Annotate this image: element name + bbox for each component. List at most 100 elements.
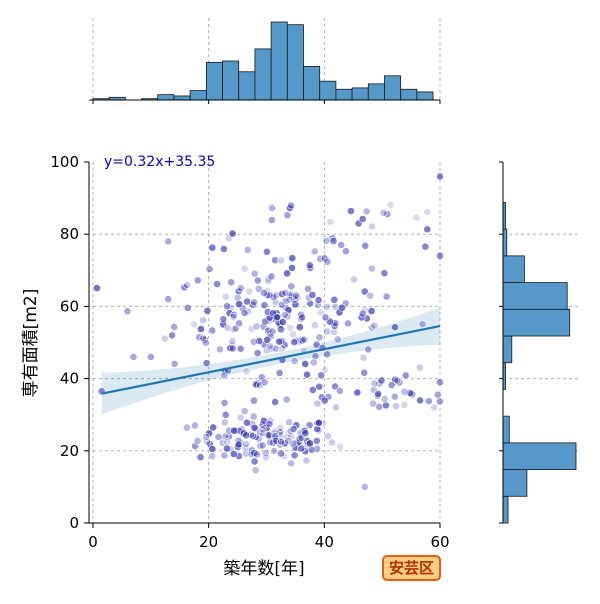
scatter-point [323, 432, 332, 441]
right-hist-bar [502, 228, 508, 257]
scatter-point [267, 344, 276, 353]
scatter-point [412, 213, 421, 222]
scatter-point [379, 208, 388, 217]
top-hist-bar [303, 65, 321, 101]
scatter-point [264, 276, 273, 285]
scatter-point [223, 438, 232, 446]
scatter-point [297, 314, 306, 323]
scatter-point [260, 289, 268, 297]
x-tick-label: 40 [315, 533, 334, 551]
top-hist-bar [400, 88, 418, 101]
top-hist-bar [205, 61, 223, 101]
top-hist-bar [351, 87, 369, 101]
scatter-point [254, 284, 263, 293]
regression-equation-label: y=0.32x+35.35 [104, 154, 215, 170]
scatter-point [290, 357, 299, 365]
scatter-point [290, 338, 299, 347]
scatter-point [277, 256, 286, 265]
scatter-point [242, 367, 251, 376]
scatter-point [242, 440, 251, 449]
scatter-point [335, 387, 344, 395]
scatter-point [415, 363, 424, 372]
scatter-point [123, 307, 132, 316]
regression-band [101, 307, 441, 415]
scatter-point [164, 295, 173, 304]
scatter-point [289, 425, 298, 433]
regression-line-group [101, 324, 441, 395]
scatter-point [353, 388, 362, 397]
scatter-point [262, 453, 270, 462]
scatter-point [331, 382, 340, 391]
scatter-point [433, 390, 442, 399]
scatter-point [321, 313, 330, 322]
scatter-point [257, 373, 266, 382]
scatter-point [170, 360, 179, 368]
scatter-point [263, 335, 272, 344]
top-hist-bar [384, 75, 402, 101]
area-label-badge: 安芸区 [382, 555, 442, 581]
scatter-point [370, 379, 379, 388]
scatter-point [285, 418, 294, 427]
scatter-point [386, 200, 395, 209]
scatter-point [164, 237, 173, 246]
scatter-point [358, 309, 367, 318]
scatter-point [205, 265, 214, 273]
scatter-point [228, 337, 237, 346]
scatter-point [375, 402, 384, 411]
scatter-point [242, 449, 250, 458]
top-hist-bar [222, 60, 240, 101]
scatter-point [301, 360, 310, 368]
scatter-point [382, 292, 391, 301]
scatter-point [221, 410, 230, 419]
regression-line [101, 324, 441, 395]
scatter-point [243, 418, 251, 427]
scatter-point [364, 345, 373, 354]
scatter-point [250, 423, 259, 432]
scatter-point [256, 441, 265, 450]
top-hist-bar [270, 21, 288, 101]
scatter-point [391, 323, 399, 332]
scatter-point [317, 371, 326, 380]
scatter-point [265, 419, 274, 428]
scatter-point [168, 331, 176, 340]
scatter-point [267, 272, 276, 281]
scatter-point [228, 344, 237, 353]
scatter-point [285, 204, 294, 212]
regression-confidence-band [101, 307, 441, 415]
scatter-point [329, 237, 338, 245]
scatter-point [242, 431, 251, 440]
scatter-point [338, 303, 346, 312]
scatter-point [401, 371, 410, 380]
top-hist-bar [367, 83, 385, 101]
scatter-point [380, 269, 389, 278]
scatter-point [250, 396, 258, 405]
right-hist-bar [502, 415, 510, 444]
scatter-point [216, 345, 224, 354]
scatter-point [92, 284, 101, 292]
top-hist-bar [173, 95, 191, 101]
right-hist-bar [502, 255, 525, 283]
scatter-point [220, 451, 229, 460]
scatter-point [315, 333, 324, 342]
scatter-point [366, 291, 375, 300]
scatter-point [199, 334, 208, 343]
scatter-point [344, 319, 352, 328]
scatter-point [240, 309, 249, 317]
scatter-point [220, 418, 229, 427]
scatter-point [360, 287, 369, 296]
x-tick-label: 20 [199, 533, 218, 551]
scatter-point [213, 280, 222, 288]
scatter-point [323, 257, 332, 266]
scatter-point [436, 172, 444, 181]
scatter-point [308, 386, 317, 394]
scatter-point [193, 436, 202, 445]
scatter-point [275, 337, 284, 346]
scatter-point [221, 292, 230, 301]
x-tick-label: 0 [88, 533, 98, 551]
top-hist-bar [319, 80, 337, 101]
scatter-point [328, 438, 336, 447]
scatter-point [285, 295, 294, 304]
scatter-point [223, 324, 232, 332]
scatter-point [306, 299, 314, 308]
